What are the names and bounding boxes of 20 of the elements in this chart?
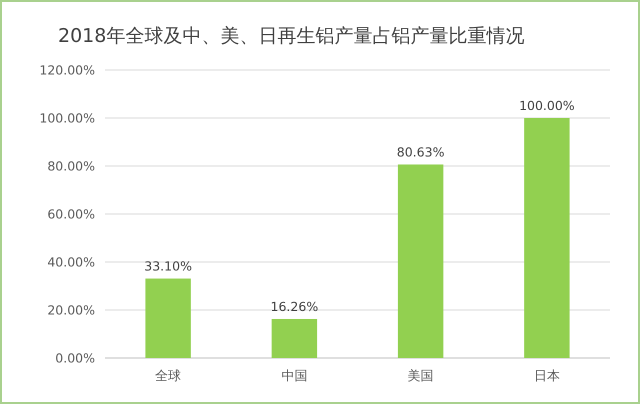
y-tick-label: 100.00% <box>39 110 96 126</box>
bar <box>398 164 444 358</box>
y-tick-label: 0.00% <box>55 350 96 366</box>
bar <box>524 118 570 358</box>
x-tick-label: 中国 <box>281 369 308 384</box>
x-tick-label: 美国 <box>408 368 434 384</box>
x-tick-label: 全球 <box>155 369 182 384</box>
y-tick-label: 120.00% <box>39 62 96 78</box>
bar <box>272 318 318 358</box>
bar <box>145 278 191 358</box>
y-tick-label: 60.00% <box>47 206 96 222</box>
data-label: 33.10% <box>144 258 192 274</box>
data-label: 16.26% <box>270 298 318 314</box>
y-tick-label: 20.00% <box>47 302 96 318</box>
y-tick-label: 80.00% <box>47 158 96 174</box>
data-label: 80.63% <box>396 144 445 160</box>
x-tick-label: 日本 <box>534 369 560 384</box>
chart-title: 2018年全球及中、美、日再生铝产量占铝产量比重情况 <box>58 25 524 47</box>
data-label: 100.00% <box>519 98 575 113</box>
y-tick-label: 40.00% <box>47 254 96 270</box>
